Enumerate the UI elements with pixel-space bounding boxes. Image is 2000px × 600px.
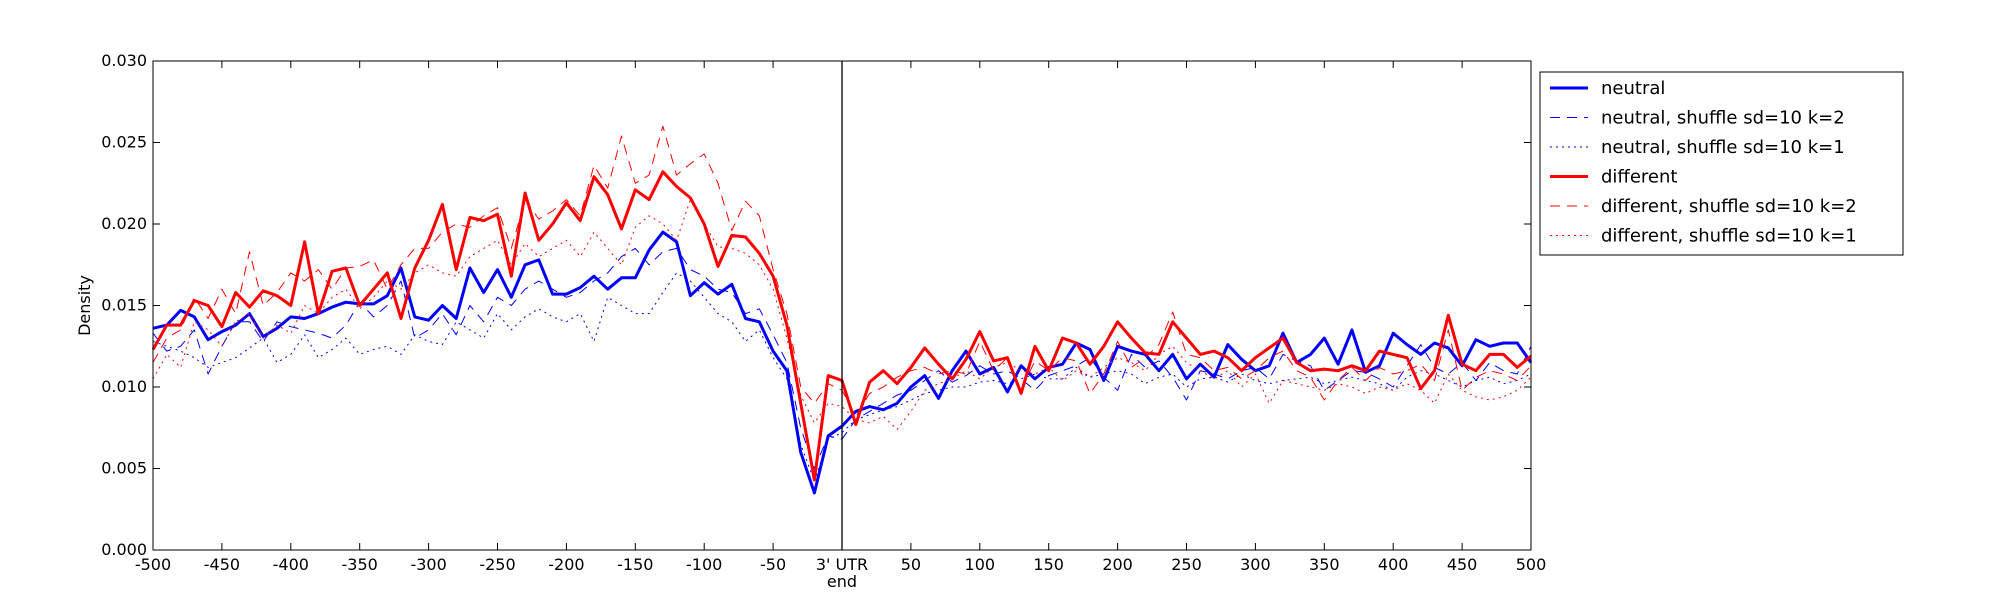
y-tick-label: 0.005	[101, 459, 147, 478]
legend-label: neutral, shuffle sd=10 k=2	[1601, 108, 1845, 129]
x-tick-label: 100	[965, 555, 996, 574]
x-tick-label: -400	[273, 555, 309, 574]
legend-label: different, shuffle sd=10 k=2	[1601, 196, 1857, 217]
x-tick-label: 500	[1516, 555, 1547, 574]
x-tick-label: -500	[135, 555, 171, 574]
x-tick-label: 3' UTR	[816, 555, 868, 574]
y-axis-label: Density	[75, 275, 94, 336]
x-tick-label: -300	[410, 555, 446, 574]
x-tick-label: 350	[1309, 555, 1340, 574]
y-tick-label: 0.020	[101, 214, 147, 233]
x-tick-label: 300	[1240, 555, 1271, 574]
legend-label: different	[1601, 167, 1677, 188]
x-axis: -500 -450 -400 -350 -300 -250 -200 -150 -100 -50 3…	[135, 61, 1546, 591]
legend: neutral neutral, shuffle sd=10 k=2 neutral…	[1539, 71, 1904, 256]
legend-label: different, shuffle sd=10 k=1	[1601, 226, 1857, 247]
x-tick-label: 450	[1447, 555, 1478, 574]
x-tick-label: 250	[1171, 555, 1202, 574]
x-tick-label: -200	[548, 555, 584, 574]
y-tick-label: 0.000	[101, 540, 147, 559]
x-tick-label: -100	[686, 555, 722, 574]
y-tick-label: 0.010	[101, 377, 147, 396]
x-tick-label: -250	[479, 555, 515, 574]
x-tick-label: 200	[1102, 555, 1133, 574]
series-line-3	[152, 272, 1532, 482]
y-tick-label: 0.015	[101, 296, 147, 315]
x-tick-label: -350	[342, 555, 378, 574]
x-tick-label: 150	[1033, 555, 1064, 574]
x-tick-label: 50	[901, 555, 921, 574]
x-tick-label: -450	[204, 555, 240, 574]
y-axis: 0.000 0.005 0.010 0.015 0.020 0.025 0.030	[101, 51, 1531, 559]
x-tick-sublabel: end	[827, 572, 857, 591]
y-tick-label: 0.025	[101, 133, 147, 152]
y-tick-label: 0.030	[101, 51, 147, 70]
legend-box	[1539, 71, 1904, 256]
legend-label: neutral, shuffle sd=10 k=1	[1601, 137, 1845, 158]
legend-label: neutral	[1601, 78, 1665, 99]
x-tick-label: -50	[760, 555, 786, 574]
x-tick-label: -150	[617, 555, 653, 574]
series-line-6	[152, 199, 1532, 430]
x-tick-label: 400	[1378, 555, 1409, 574]
